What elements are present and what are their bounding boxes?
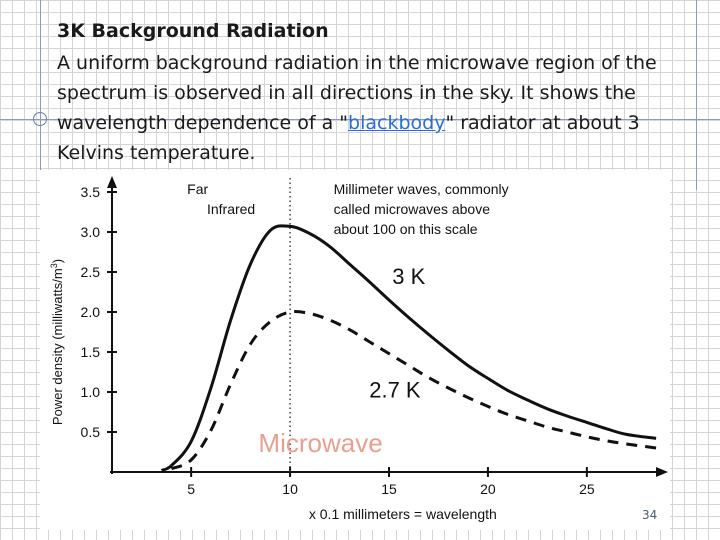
series-2-7k-curve: [170, 310, 657, 471]
slide-body: A uniform background radiation in the mi…: [57, 48, 697, 168]
y-axis-label: Power density (milliwatts/m3): [49, 259, 65, 425]
microwave-note-line1: Millimeter waves, commonly: [334, 181, 509, 197]
chart-panel: 0.5 1.0 1.5 2.0 2.5 3.0 3.5 5 10 15 20 25 x 0.1 mil…: [40, 170, 670, 530]
y-tick-label: 2.0: [81, 304, 101, 320]
body-text-after: " radiator at about 3 Kelvins temperatur…: [57, 112, 640, 164]
blackbody-chart: 0.5 1.0 1.5 2.0 2.5 3.0 3.5 5 10 15 20 25 x 0.1 mil…: [49, 176, 668, 522]
x-tick-label: 25: [579, 481, 595, 497]
far-infrared-label-line1: Far: [187, 181, 208, 197]
body-text: A uniform background radiation in the mi…: [57, 52, 657, 134]
slide-guide-line-right: [696, 0, 697, 190]
microwave-note-line2: called microwaves above: [334, 201, 491, 217]
y-tick-label: 0.5: [81, 424, 101, 440]
bullet-ring-icon: [33, 112, 47, 126]
y-tick-label: 1.0: [81, 384, 101, 400]
series-2-7k-label: 2.7 K: [369, 378, 421, 403]
x-axis-arrow-icon: [656, 467, 668, 477]
y-tick-label: 3.5: [81, 184, 101, 200]
x-tick-label: 5: [187, 481, 195, 497]
y-tick-label: 2.5: [81, 264, 101, 280]
x-tick-label: 10: [282, 481, 298, 497]
x-tick-label: 15: [381, 481, 397, 497]
slide-title: 3K Background Radiation: [57, 20, 329, 42]
x-axis-label: x 0.1 millimeters = wavelength: [309, 506, 497, 522]
series-3k-label: 3 K: [392, 264, 425, 289]
slide-guide-line-left: [40, 0, 41, 190]
y-axis-arrow-icon: [107, 176, 117, 188]
blackbody-link[interactable]: blackbody: [348, 112, 446, 134]
microwave-region-label: Microwave: [258, 428, 382, 458]
series-3k-curve: [160, 224, 657, 472]
x-tick-label: 20: [480, 481, 496, 497]
y-tick-label: 1.5: [81, 344, 101, 360]
slide-guide-line: [0, 119, 720, 120]
far-infrared-label-line2: Infrared: [207, 201, 255, 217]
microwave-note-line3: about 100 on this scale: [334, 221, 478, 237]
y-tick-label: 3.0: [81, 224, 101, 240]
page-number: 34: [642, 508, 658, 522]
